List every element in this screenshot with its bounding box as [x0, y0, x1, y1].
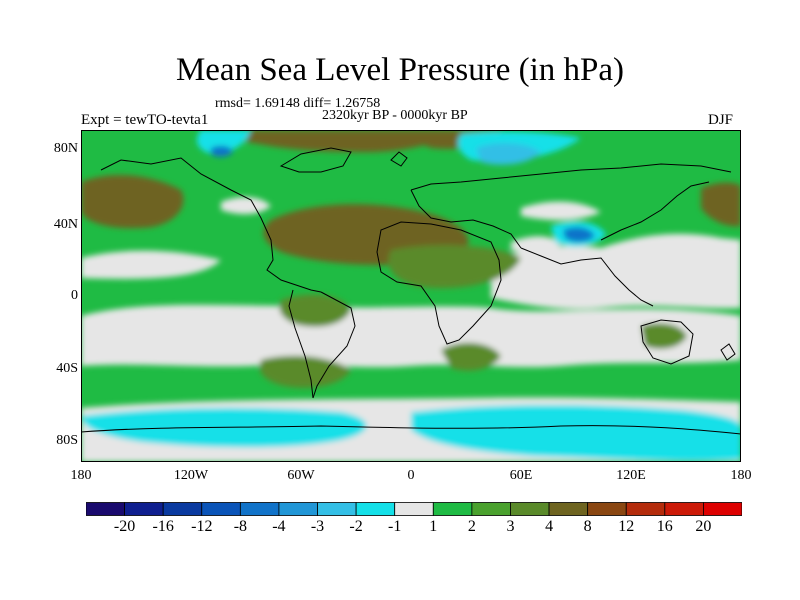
colorbar-label: 16	[656, 518, 673, 535]
colorbar-label: -8	[233, 518, 248, 535]
colorbar-label: 2	[467, 518, 476, 535]
colorbar-label: 20	[695, 518, 712, 535]
colorbar-label: 1	[429, 518, 438, 535]
colorbar-label: 8	[583, 518, 592, 535]
lon-label-180e: 180	[730, 468, 752, 483]
colorbar-box	[548, 502, 589, 516]
lon-label-60e: 60E	[509, 468, 533, 483]
lat-label-80s: 80S	[56, 433, 78, 448]
colorbar-box	[625, 502, 666, 516]
colorbar-label: 4	[545, 518, 554, 535]
period-label: 2320kyr BP - 0000kyr BP	[322, 108, 468, 123]
colorbar-box	[86, 502, 125, 516]
colorbar-label: 12	[618, 518, 635, 535]
colorbar-box	[703, 502, 742, 516]
colorbar-label: -20	[113, 518, 136, 535]
colorbar-box	[394, 502, 434, 516]
lon-label-60w: 60W	[287, 468, 315, 483]
map-title: Mean Sea Level Pressure (in hPa)	[175, 52, 625, 88]
colorbar-box	[239, 502, 280, 516]
colorbar-box	[664, 502, 704, 516]
lat-label-80n: 80N	[53, 141, 78, 156]
colorbar-label: -16	[152, 518, 174, 535]
colorbar-label: -3	[310, 518, 325, 535]
colorbar-box	[510, 502, 550, 516]
lat-label-0: 0	[71, 288, 78, 303]
colorbar	[86, 502, 742, 516]
colorbar-box	[278, 502, 318, 516]
season-label: DJF	[708, 112, 734, 128]
map-frame	[81, 130, 741, 462]
experiment-label: Expt = tewTO-tevta1	[81, 112, 209, 128]
pressure-anomaly-map	[81, 130, 741, 462]
lat-label-40n: 40N	[53, 217, 78, 232]
stats-label: rmsd= 1.69148 diff= 1.26758	[215, 96, 381, 111]
lat-label-40s: 40S	[56, 361, 78, 376]
colorbar-label: -12	[191, 518, 213, 535]
lon-label-120w: 120W	[173, 468, 209, 483]
colorbar-label: -4	[272, 518, 286, 535]
lon-label-120e: 120E	[616, 468, 646, 483]
colorbar-box	[124, 502, 164, 516]
colorbar-box	[355, 502, 396, 516]
colorbar-box	[471, 502, 511, 516]
colorbar-box	[162, 502, 203, 516]
lon-label-180w: 180	[70, 468, 92, 483]
colorbar-box	[317, 502, 357, 516]
colorbar-box	[587, 502, 627, 516]
colorbar-label: -2	[349, 518, 363, 535]
colorbar-box	[201, 502, 241, 516]
colorbar-box	[432, 502, 473, 516]
colorbar-label: 3	[506, 518, 515, 535]
colorbar-label: -1	[388, 518, 402, 535]
lon-label-0: 0	[407, 468, 415, 483]
